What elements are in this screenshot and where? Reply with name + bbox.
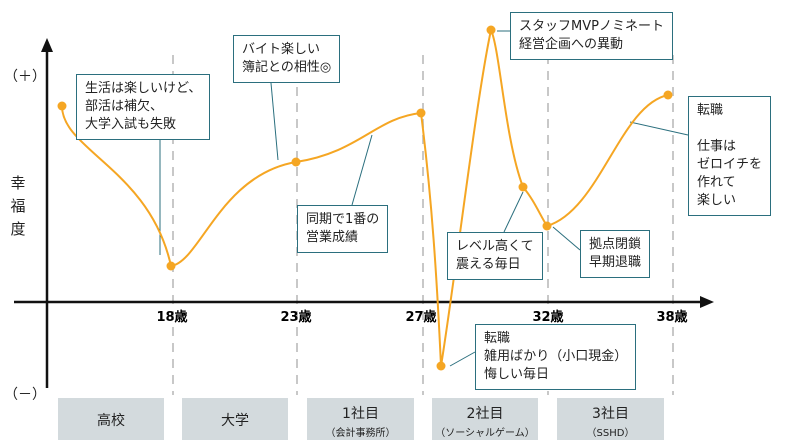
point-18	[166, 261, 176, 271]
annotation-job-change-end: 転職 仕事は ゼロイチを 作れて 楽しい	[688, 96, 772, 216]
era-company-3: 3社目 （SSHD）	[557, 398, 664, 440]
point-peak	[486, 25, 496, 35]
leader-line-5	[503, 191, 524, 233]
y-axis-minus-label: （－）	[4, 387, 46, 403]
annotation-closure: 拠点閉鎖 早期退職	[580, 230, 651, 278]
leader-line-6	[552, 226, 581, 251]
era-sub: （会計事務所）	[325, 428, 396, 439]
x-tick-label: 23歳	[280, 309, 311, 325]
y-axis-label: 幸福度	[10, 174, 26, 238]
point-end	[663, 90, 673, 100]
annotation-level-high: レベル高くて 震える毎日	[447, 232, 543, 280]
point-23	[291, 157, 301, 167]
x-tick-label: 27歳	[405, 309, 436, 325]
era-name: 高校	[97, 413, 125, 429]
y-axis-plus-label: （＋）	[4, 69, 46, 85]
era-company-1: 1社目 （会計事務所）	[307, 398, 414, 440]
point-start	[57, 101, 67, 111]
happiness-curve	[61, 26, 669, 367]
era-company-2: 2社目 （ソーシャルゲーム）	[432, 398, 538, 440]
leader-line-3	[351, 134, 373, 206]
x-tick-label: 32歳	[532, 309, 563, 325]
annotation-job-change-low: 転職 雑用ばかり（小口現金） 悔しい毎日	[475, 324, 637, 390]
era-name: 1社目	[342, 406, 379, 422]
era-name: 3社目	[592, 406, 629, 422]
leader-line-8	[629, 121, 689, 136]
annotation-sales: 同期で1番の 営業成績	[297, 205, 389, 253]
era-name: 大学	[221, 413, 249, 429]
era-university: 大学	[182, 398, 288, 440]
era-high-school: 高校	[58, 398, 164, 440]
era-sub: （SSHD）	[586, 428, 635, 439]
point-27	[416, 108, 426, 118]
x-tick-label: 38歳	[656, 309, 687, 325]
x-tick-label: 18歳	[156, 309, 187, 325]
point-32	[542, 221, 552, 231]
era-name: 2社目	[466, 406, 504, 422]
point-mid	[518, 182, 528, 192]
leader-line-2	[269, 71, 279, 161]
annotation-mvp: スタッフMVPノミネート 経営企画への異動	[510, 12, 673, 60]
y-axis-arrow-icon	[41, 38, 53, 52]
x-axis-arrow-icon	[700, 296, 714, 308]
annotation-high-school: 生活は楽しいけど、 部活は補欠、 大学入試も失敗	[76, 74, 211, 140]
era-sub: （ソーシャルゲーム）	[435, 428, 535, 439]
leader-line-7	[449, 351, 476, 367]
annotation-university: バイト楽しい 簿記との相性◎	[233, 35, 341, 83]
point-low	[436, 361, 446, 371]
